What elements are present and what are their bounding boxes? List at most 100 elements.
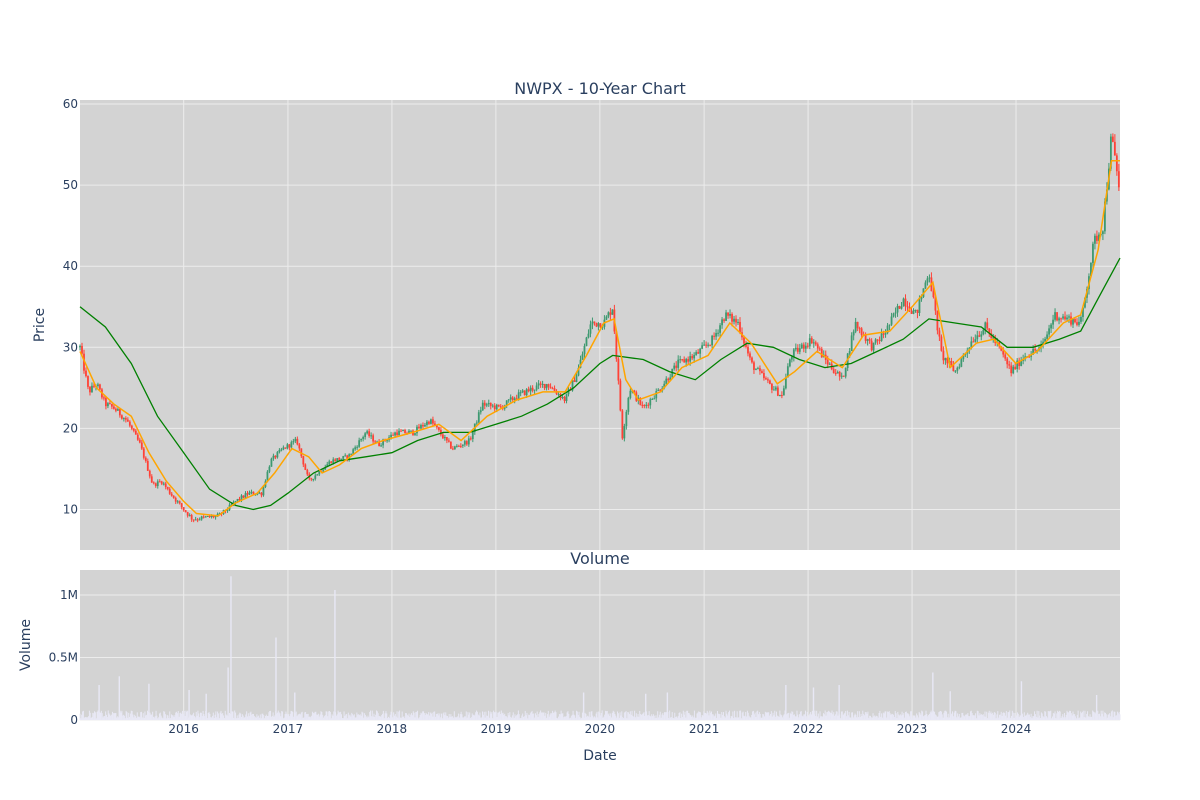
volume-bar xyxy=(846,716,848,720)
volume-bar xyxy=(1050,710,1052,720)
volume-bar xyxy=(417,710,419,720)
volume-bar xyxy=(624,712,626,720)
candle-body xyxy=(322,469,325,472)
candle-body xyxy=(212,515,215,518)
volume-bar xyxy=(717,711,719,720)
volume-bar xyxy=(559,714,561,720)
volume-bar xyxy=(534,717,536,720)
volume-bar xyxy=(604,714,606,720)
candle-body xyxy=(188,515,191,517)
candle-body xyxy=(792,349,795,357)
volume-bar xyxy=(443,712,445,720)
volume-bar xyxy=(746,716,748,720)
volume-bar xyxy=(1069,710,1071,720)
candle-body xyxy=(866,339,869,341)
volume-bar xyxy=(1087,711,1089,720)
candle-body xyxy=(166,487,169,489)
candle-body xyxy=(420,425,422,429)
candle-body xyxy=(719,325,721,333)
candle-body xyxy=(172,495,175,498)
candle-body xyxy=(906,306,909,308)
volume-bar xyxy=(843,713,845,720)
volume-bar xyxy=(781,715,783,720)
volume-bar xyxy=(894,711,896,720)
volume-bar xyxy=(1003,712,1005,720)
volume-bar xyxy=(199,717,201,720)
volume-bar xyxy=(712,714,714,720)
volume-bar xyxy=(477,714,479,720)
candle-body xyxy=(856,321,859,329)
candle-body xyxy=(565,394,568,401)
candle-body xyxy=(956,367,959,371)
volume-bar xyxy=(420,712,422,720)
volume-bar xyxy=(206,718,208,720)
x-tick-label: 2020 xyxy=(585,722,616,736)
volume-bar xyxy=(783,714,785,720)
volume-bar xyxy=(729,718,731,720)
volume-bar xyxy=(837,715,839,720)
volume-bar xyxy=(125,710,127,720)
candle-body xyxy=(808,338,811,347)
volume-bar xyxy=(447,717,449,720)
volume-bar xyxy=(814,710,816,720)
candle-body xyxy=(563,397,566,401)
candle-body xyxy=(1072,319,1074,325)
candle-body xyxy=(1074,319,1076,323)
volume-bar xyxy=(182,710,184,720)
candle-body xyxy=(447,440,450,442)
volume-bar xyxy=(612,710,614,720)
volume-bar xyxy=(283,717,285,720)
volume-bar xyxy=(671,712,673,720)
candle-body xyxy=(515,398,518,400)
volume-bar xyxy=(423,711,425,720)
volume-bar xyxy=(975,718,977,720)
volume-bar xyxy=(926,714,928,720)
volume-bar xyxy=(1008,712,1010,720)
volume-bar xyxy=(964,714,966,720)
volume-bar xyxy=(516,715,518,720)
candle-body xyxy=(1016,360,1019,370)
volume-bar xyxy=(1061,716,1063,720)
volume-bar xyxy=(698,711,700,720)
volume-bar xyxy=(364,713,366,720)
volume-bar xyxy=(910,711,912,720)
volume-bar xyxy=(719,714,721,720)
candle-body xyxy=(162,483,165,485)
volume-bar xyxy=(540,712,542,720)
volume-bar xyxy=(163,711,165,720)
volume-bar xyxy=(291,711,293,720)
volume-bar xyxy=(623,718,625,720)
volume-bar xyxy=(145,715,147,720)
candle-body xyxy=(828,363,831,365)
volume-bar xyxy=(803,714,805,720)
volume-bar xyxy=(895,713,897,720)
volume-bar xyxy=(505,716,507,720)
candle-body xyxy=(575,375,578,382)
candle-body xyxy=(850,335,853,352)
candle-body xyxy=(226,509,229,512)
volume-bar xyxy=(429,712,431,720)
volume-bar xyxy=(266,715,268,720)
volume-bar xyxy=(411,715,413,720)
volume-bar xyxy=(1042,716,1044,720)
volume-bar xyxy=(776,715,778,720)
candle-body xyxy=(814,342,817,345)
volume-bar xyxy=(97,710,99,720)
volume-bar xyxy=(527,718,529,720)
volume-bar xyxy=(366,717,368,720)
volume-bar xyxy=(388,717,390,720)
candle-body xyxy=(858,328,861,330)
volume-bar xyxy=(888,711,890,720)
volume-bar xyxy=(338,712,340,720)
volume-bar xyxy=(444,715,446,720)
candle-body xyxy=(543,383,546,389)
candle-body xyxy=(428,421,430,424)
volume-bar xyxy=(401,711,403,720)
x-tick-label: 2016 xyxy=(168,722,199,736)
candle-body xyxy=(453,446,456,450)
volume-bar xyxy=(659,711,661,720)
volume-bar xyxy=(852,717,854,720)
volume-bar xyxy=(252,713,254,720)
volume-bar xyxy=(849,717,851,720)
candle-body xyxy=(1004,354,1007,359)
